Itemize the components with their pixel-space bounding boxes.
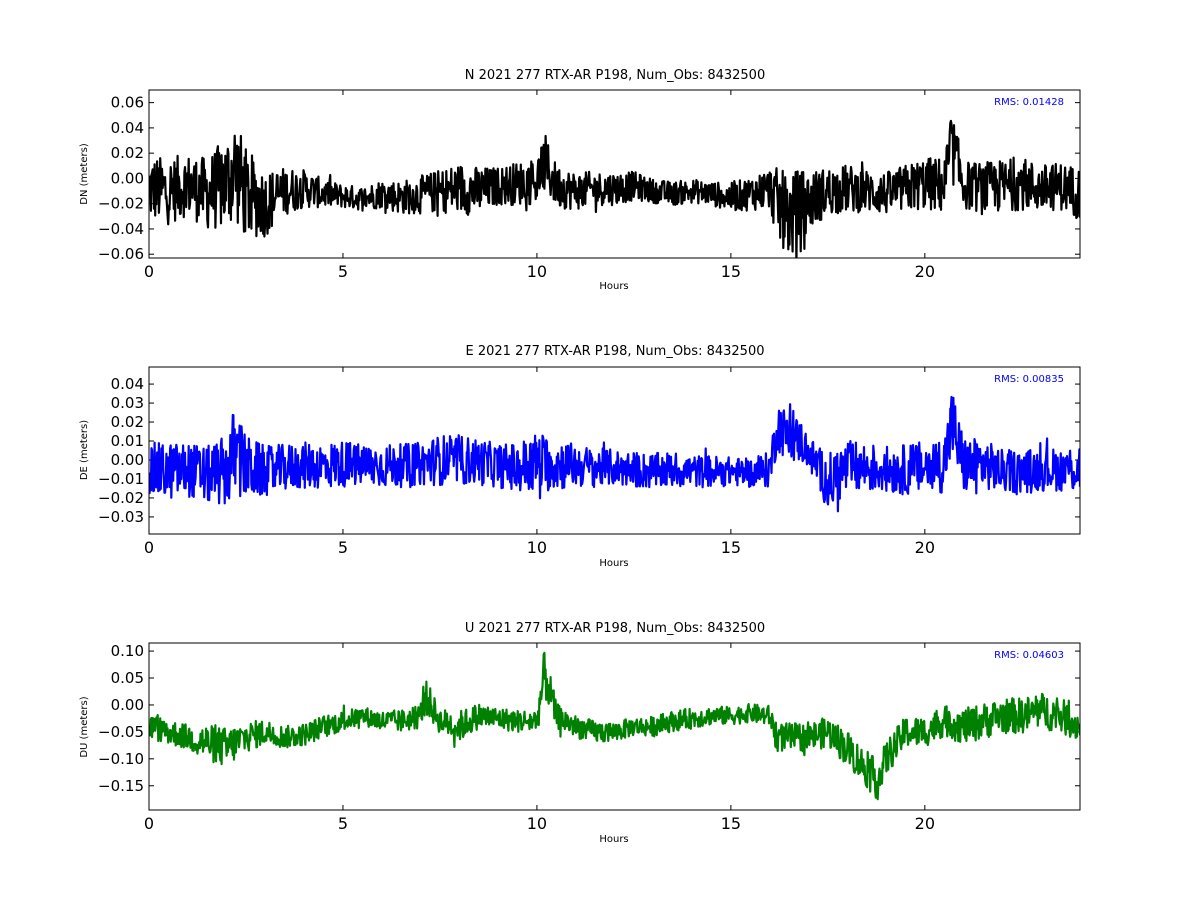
- panel-east-ytick-label: 0.00: [111, 451, 144, 469]
- panel-east-plot-area: [149, 395, 1080, 513]
- panel-east: E 2021 277 RTX-AR P198, Num_Obs: 8432500…: [79, 344, 1081, 569]
- panel-up: U 2021 277 RTX-AR P198, Num_Obs: 8432500…: [79, 621, 1081, 845]
- panel-up-xtick-label: 15: [721, 814, 741, 833]
- panel-east-xtick-label: 20: [915, 538, 935, 557]
- panel-up-plot-area: [149, 651, 1080, 801]
- panel-east-xtick-label: 10: [527, 538, 547, 557]
- panel-north-xlabel: Hours: [599, 281, 628, 292]
- panel-east-ylabel: DE (meters): [79, 420, 90, 480]
- panel-north-plot-area: [149, 119, 1080, 258]
- panel-north-title: N 2021 277 RTX-AR P198, Num_Obs: 8432500: [465, 68, 765, 83]
- panel-up-ytick-label: 0.05: [111, 669, 144, 687]
- panel-up-ylabel: DU (meters): [79, 696, 90, 757]
- panel-north-xtick-label: 20: [915, 262, 935, 281]
- panel-east-ytick-label: 0.02: [111, 413, 144, 431]
- panel-east-title: E 2021 277 RTX-AR P198, Num_Obs: 8432500: [466, 344, 765, 359]
- panel-up-xlabel: Hours: [599, 834, 628, 845]
- panel-north-xtick-label: 5: [338, 262, 348, 281]
- panel-up-series-line: [149, 651, 1080, 801]
- panel-north: N 2021 277 RTX-AR P198, Num_Obs: 8432500…: [79, 68, 1081, 292]
- panel-east-ytick-label: 0.04: [111, 375, 144, 393]
- panel-up-xtick-label: 10: [527, 814, 547, 833]
- panel-up-xtick-label: 5: [338, 814, 348, 833]
- panel-east-ytick-label: −0.02: [98, 489, 144, 507]
- panel-north-xtick-label: 10: [527, 262, 547, 281]
- panel-north-ytick-label: 0.00: [111, 169, 144, 187]
- panel-up-ytick-label: 0.10: [111, 642, 144, 660]
- panel-east-xtick-label: 15: [721, 538, 741, 557]
- panel-east-xtick-label: 0: [144, 538, 154, 557]
- panel-north-ytick-label: −0.02: [98, 195, 144, 213]
- panel-north-frame: [148, 89, 1081, 259]
- panel-north-ytick-label: −0.06: [98, 245, 144, 263]
- panel-east-ytick-label: 0.01: [111, 432, 144, 450]
- panel-north-ytick-label: 0.04: [111, 119, 144, 137]
- panel-up-xtick-label: 0: [144, 814, 154, 833]
- panel-north-ytick-label: 0.06: [111, 94, 144, 112]
- panel-north-ytick-label: 0.02: [111, 144, 144, 162]
- panel-north-xtick-label: 15: [721, 262, 741, 281]
- panel-up-ytick-label: −0.10: [98, 750, 144, 768]
- panel-east-xlabel: Hours: [599, 558, 628, 569]
- panel-north-series-line: [149, 119, 1080, 258]
- panel-east-ticks: 0 5 10 15 20 −0.03−0.02−0.010.000.010.020.030…: [98, 367, 1080, 557]
- panel-east-series-line: [149, 395, 1080, 513]
- panel-east-frame: [148, 366, 1081, 535]
- panel-north-ytick-label: −0.04: [98, 220, 144, 238]
- panel-east-ytick-label: 0.03: [111, 394, 144, 412]
- panel-east-rms: RMS: 0.00835: [994, 374, 1064, 385]
- panel-up-ytick-label: −0.15: [98, 777, 144, 795]
- panel-east-ytick-label: −0.01: [98, 470, 144, 488]
- panel-east-xtick-label: 5: [338, 538, 348, 557]
- panel-north-ticks: 0 5 10 15 20 −0.06 −0.04 −0.02 0.00 0.02 0.04 0.06: [98, 90, 1080, 281]
- panel-up-rms: RMS: 0.04603: [994, 650, 1064, 661]
- panel-up-ytick-label: 0.00: [111, 696, 144, 714]
- panel-up-ytick-label: −0.05: [98, 723, 144, 741]
- panel-up-frame: [148, 642, 1081, 811]
- panel-up-title: U 2021 277 RTX-AR P198, Num_Obs: 8432500: [465, 621, 765, 636]
- panel-east-ytick-label: −0.03: [98, 508, 144, 526]
- panel-north-xtick-label: 0: [144, 262, 154, 281]
- panel-north-ylabel: DN (meters): [79, 143, 90, 205]
- panel-up-xtick-label: 20: [915, 814, 935, 833]
- panel-north-rms: RMS: 0.01428: [994, 97, 1064, 108]
